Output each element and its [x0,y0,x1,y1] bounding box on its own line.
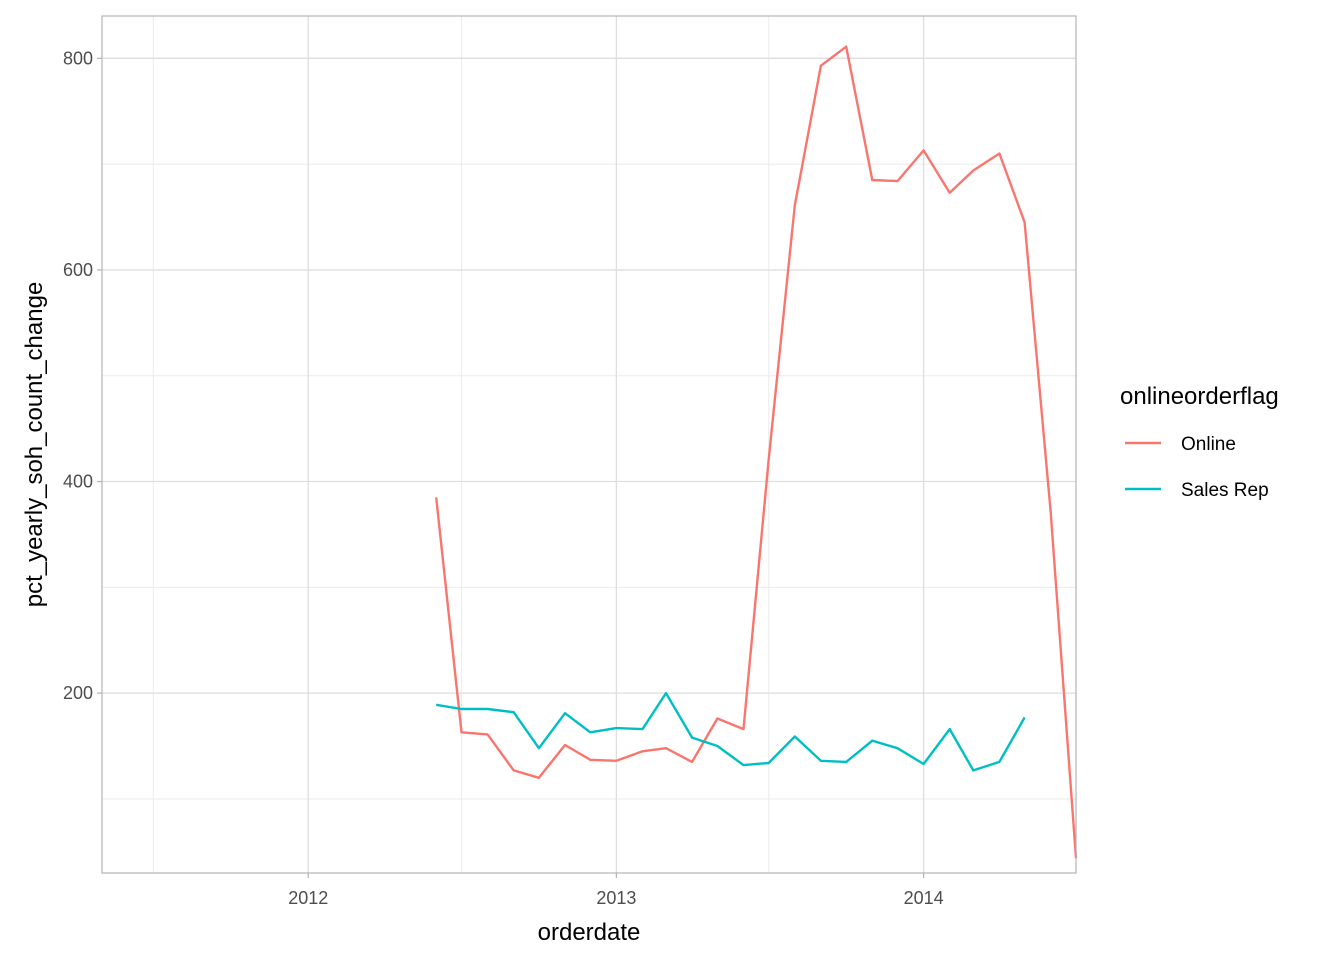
x-tick-label: 2013 [596,888,636,908]
x-axis-title: orderdate [538,919,641,946]
legend-title: onlineorderflag [1120,383,1279,410]
legend-label-sales-rep: Sales Rep [1181,480,1269,501]
legend-items: Online Sales Rep [1125,434,1269,501]
y-axis-title: pct_yearly_soh_count_change [21,282,48,608]
x-axis-ticks: 2012 2013 2014 [288,873,944,908]
major-gridlines [102,16,1076,873]
y-tick-label: 800 [63,48,93,68]
legend-label-online: Online [1181,434,1236,455]
series-line-sales-rep [436,691,1026,772]
series-line-online [435,45,1078,859]
y-axis-ticks: 200 400 600 800 [63,48,102,703]
y-tick-label: 600 [63,260,93,280]
x-tick-label: 2012 [288,888,328,908]
series-lines [435,45,1078,859]
legend: onlineorderflag Online Sales Rep [1120,383,1279,501]
y-tick-label: 200 [63,683,93,703]
y-tick-label: 400 [63,472,93,492]
minor-gridlines [102,16,1076,873]
x-tick-label: 2014 [904,888,944,908]
panel-border [101,15,1077,874]
